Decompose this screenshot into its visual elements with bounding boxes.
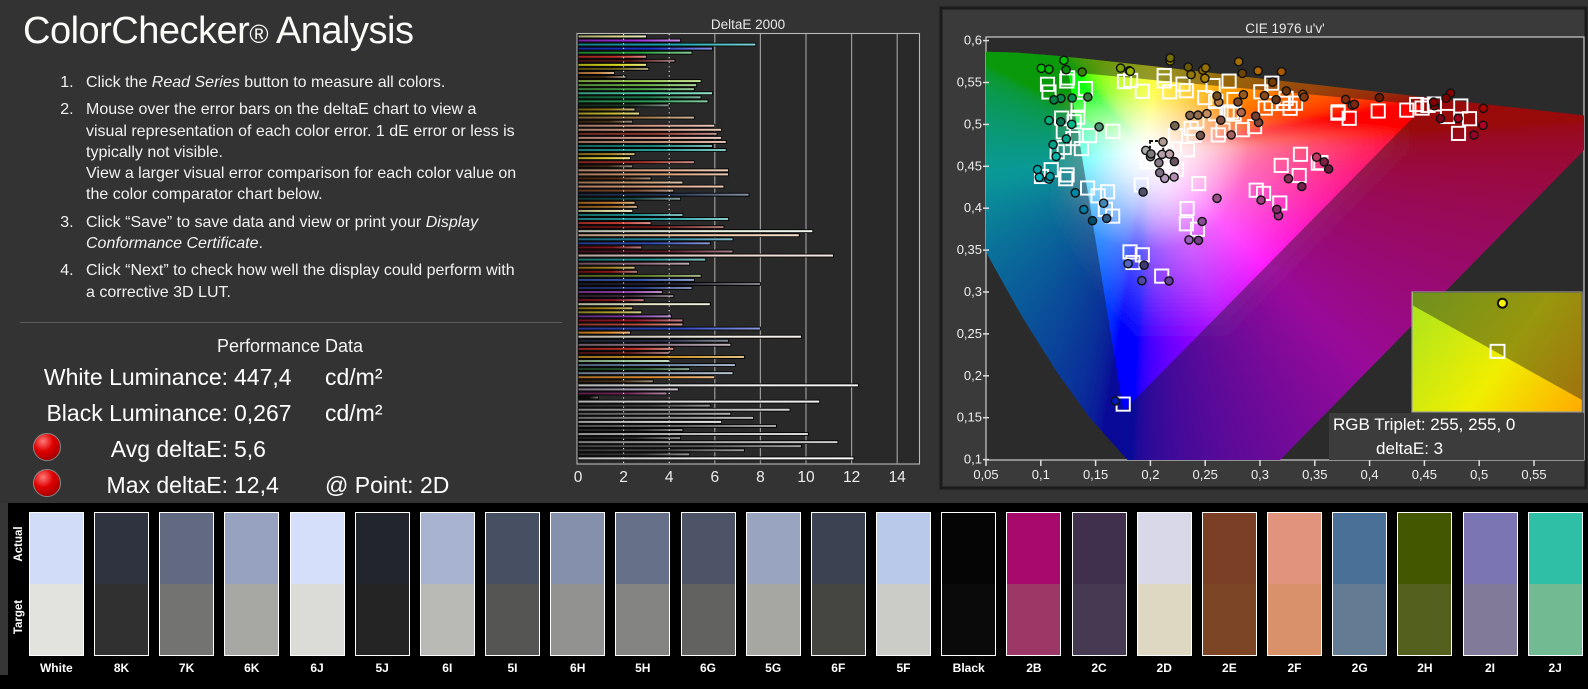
svg-text:0,1: 0,1 [964,452,982,467]
svg-text:14: 14 [889,469,907,486]
svg-text:0,45: 0,45 [1412,467,1437,482]
svg-text:12: 12 [843,469,860,486]
svg-text:0,05: 0,05 [973,467,998,482]
svg-text:0: 0 [574,469,583,486]
svg-text:2: 2 [619,469,628,486]
svg-text:0,35: 0,35 [1302,467,1327,482]
svg-text:0,4: 0,4 [964,200,982,215]
svg-text:DeltaE 2000: DeltaE 2000 [711,17,785,32]
svg-text:0,5: 0,5 [1470,467,1488,482]
svg-text:0,55: 0,55 [1521,467,1546,482]
svg-text:CIE 1976 u'v': CIE 1976 u'v' [1245,21,1324,36]
svg-text:0,6: 0,6 [964,33,982,48]
svg-text:0,25: 0,25 [957,326,982,341]
svg-text:RGB Triplet: 255, 255, 0: RGB Triplet: 255, 255, 0 [1333,415,1515,434]
svg-text:0,45: 0,45 [957,158,982,173]
svg-text:6: 6 [710,469,719,486]
svg-text:0,2: 0,2 [964,368,982,383]
svg-text:0,15: 0,15 [957,410,982,425]
svg-text:0,25: 0,25 [1193,467,1218,482]
svg-text:deltaE: 3: deltaE: 3 [1376,439,1443,458]
svg-text:0,1: 0,1 [1032,467,1050,482]
svg-text:10: 10 [797,469,815,486]
svg-text:0,35: 0,35 [957,242,982,257]
svg-text:0,5: 0,5 [964,116,982,131]
svg-text:0,55: 0,55 [957,75,982,90]
svg-text:0,3: 0,3 [1251,467,1269,482]
svg-text:8: 8 [756,469,765,486]
svg-text:0,15: 0,15 [1083,467,1108,482]
svg-text:0,2: 0,2 [1141,467,1159,482]
svg-text:0,3: 0,3 [964,284,982,299]
svg-text:0,4: 0,4 [1361,467,1379,482]
svg-text:4: 4 [665,469,674,486]
